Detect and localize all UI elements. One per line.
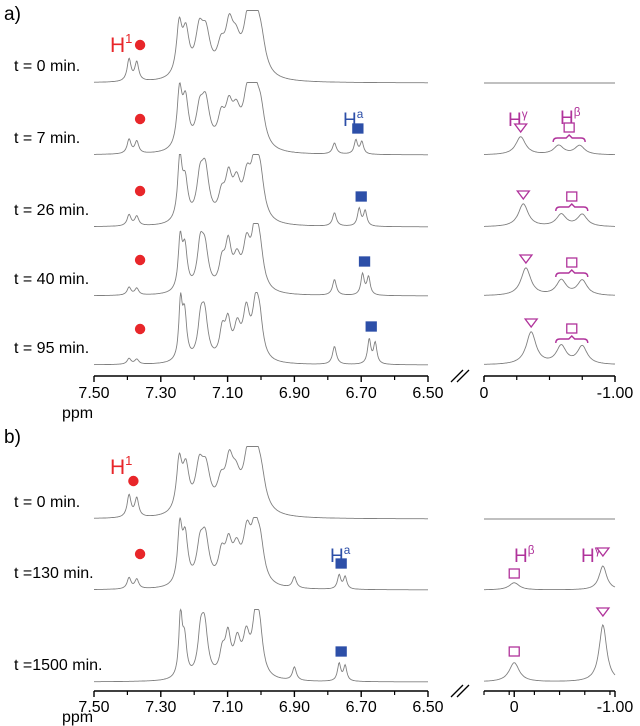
hgamma-marker [595, 547, 611, 558]
hbeta-marker [566, 191, 578, 202]
h1-marker [134, 548, 146, 560]
hgamma-marker [513, 123, 528, 134]
hbeta-label: Hβ [514, 544, 535, 567]
x-tick-label: 7.10 [212, 699, 243, 716]
x-tick-label: 7.10 [212, 385, 243, 402]
spectrum-left [93, 446, 428, 520]
spectrum-right [484, 267, 615, 296]
peak-markers [128, 39, 611, 657]
ha-marker [365, 321, 377, 332]
figure-element: H [110, 34, 125, 57]
x-tick-label: 7.50 [78, 699, 109, 716]
spectrum-left [94, 608, 428, 683]
ha-marker [352, 123, 364, 134]
hgamma-marker [516, 190, 531, 201]
trace-time-label: t = 40 min. [14, 271, 89, 288]
ha-marker [335, 558, 347, 569]
hbeta-marker [508, 646, 520, 657]
trace-time-label: t = 95 min. [14, 340, 89, 357]
hgamma-marker [518, 254, 534, 265]
x-tick-label: 7.50 [78, 385, 109, 402]
hbeta-brace [555, 269, 589, 278]
h1-marker [134, 113, 146, 125]
figure-element: a [344, 544, 351, 557]
hbeta-brace [552, 134, 586, 143]
spectrum-left [93, 292, 428, 366]
x-unit-label: ppm [62, 405, 93, 422]
figure-element: H [514, 546, 528, 567]
axes [93, 369, 616, 698]
hbeta-marker [508, 568, 520, 579]
ha-marker [358, 256, 371, 267]
h1-label: H1 [110, 453, 132, 479]
hbeta-marker [566, 257, 578, 268]
spectrum-left [94, 154, 428, 228]
x-tick-label: 6.70 [346, 385, 377, 402]
spectrum-left [94, 223, 428, 297]
figure-element: β [528, 544, 535, 557]
ha-marker [355, 191, 367, 202]
h1-marker [134, 254, 146, 266]
trace-time-label: t =1500 min. [14, 657, 103, 674]
trace-time-label: t = 26 min. [14, 202, 89, 219]
axis-break [450, 684, 464, 698]
h1-label: H1 [110, 31, 132, 57]
x-tick-label: 7.30 [145, 385, 176, 402]
x-tick-label: 0 [510, 699, 519, 716]
spectrum-right [484, 203, 615, 227]
spectrum-left [94, 517, 428, 591]
x-tick-label: 6.70 [346, 699, 377, 716]
hgamma-marker [523, 318, 539, 329]
axis-break [456, 684, 470, 698]
axis-break [456, 369, 470, 383]
spectrum-right [483, 136, 615, 156]
x-tick-label: -1.00 [597, 385, 634, 402]
h1-marker [134, 323, 146, 335]
figure-element: γ [595, 544, 601, 557]
figure-element: 1 [125, 31, 132, 46]
x-unit-label: ppm [62, 709, 93, 726]
x-tick-label: 6.50 [412, 385, 443, 402]
axis-break [450, 369, 464, 383]
trace-time-label: t = 0 min. [14, 494, 80, 511]
x-tick-label: 6.90 [279, 385, 310, 402]
trace-time-label: t = 0 min. [14, 58, 80, 75]
x-tick-label: 6.50 [412, 699, 443, 716]
trace-time-label: t = 7 min. [14, 130, 80, 147]
figure-element: a [357, 108, 364, 121]
h1-marker [134, 39, 146, 51]
x-tick-label: 0 [480, 385, 489, 402]
x-tick-label: -1.00 [597, 699, 634, 716]
x-tick-label: 6.90 [279, 699, 310, 716]
trace-time-label: t =130 min. [14, 565, 94, 582]
hbeta-marker [566, 323, 578, 334]
hbeta-brace [555, 335, 589, 344]
spectrum-left [93, 10, 428, 84]
h1-marker [134, 185, 146, 197]
hgamma-marker [595, 607, 611, 618]
spectrum-right [483, 624, 616, 682]
x-tick-label: 7.30 [145, 699, 176, 716]
spectrum-left [94, 82, 428, 156]
figure-element: β [574, 106, 581, 119]
hbeta-brace [555, 203, 589, 212]
panel-label: a) [4, 4, 21, 25]
spectrum-right [484, 565, 616, 591]
spectrum-right [484, 331, 616, 365]
figure-element: H [110, 456, 125, 479]
figure-element: γ [522, 108, 528, 121]
panel-label: b) [4, 427, 21, 448]
ha-marker [335, 646, 347, 657]
hgamma-label: Hγ [581, 544, 601, 567]
h1-marker [128, 475, 139, 487]
figure-element: 1 [125, 453, 132, 468]
spectra-traces [93, 10, 616, 683]
hbeta-marker [563, 122, 575, 133]
figure-element: H [581, 546, 595, 567]
